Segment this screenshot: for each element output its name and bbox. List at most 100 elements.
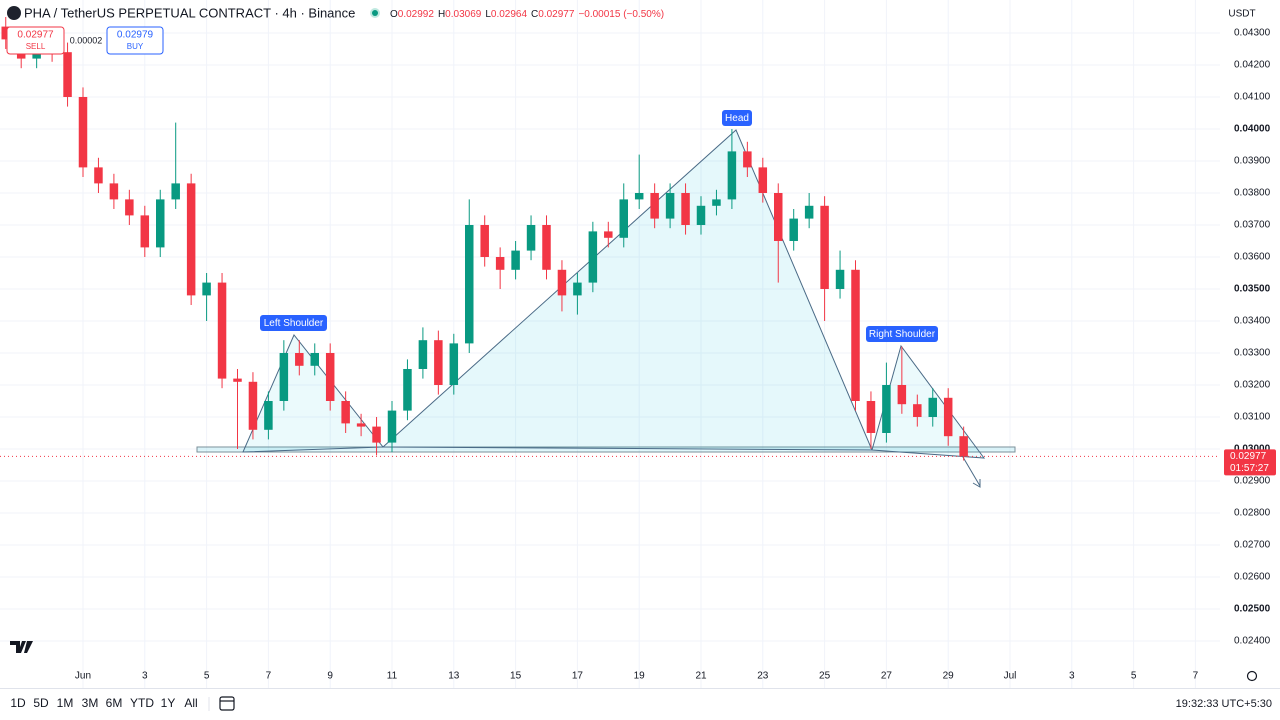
y-tick-label: 0.03500 — [1234, 284, 1271, 295]
status-dot — [372, 10, 378, 16]
candle-body — [78, 96, 88, 168]
candle-body — [897, 384, 907, 405]
ohlc-key: O — [390, 9, 398, 20]
x-tick-label: 29 — [943, 671, 955, 682]
buy-box[interactable] — [106, 26, 164, 55]
range-button[interactable]: 1D — [10, 696, 26, 710]
candle-body — [264, 400, 273, 430]
y-tick-label: 0.03100 — [1234, 412, 1271, 423]
y-tick-label: 0.03600 — [1234, 252, 1271, 263]
candle-body — [835, 269, 845, 289]
calendar-icon[interactable] — [219, 696, 235, 711]
x-tick-label: Jun — [75, 671, 91, 682]
candle-body — [449, 343, 459, 385]
ohlc-value: 0.02964 — [491, 9, 528, 20]
candle-body — [140, 215, 150, 248]
candle-body — [820, 205, 829, 289]
candle-body — [913, 404, 922, 417]
countdown: 01:57:27 — [1230, 463, 1269, 474]
candle-body — [634, 192, 644, 200]
price-axis — [1220, 0, 1280, 688]
y-tick-label: 0.03000 — [1234, 444, 1271, 455]
buy-label[interactable]: BUY — [127, 42, 144, 51]
x-tick-label: 13 — [448, 671, 460, 682]
ohlc-value: 0.03069 — [445, 9, 482, 20]
x-tick-label: 27 — [881, 671, 893, 682]
candle-body — [557, 269, 567, 296]
candle-body — [511, 250, 520, 270]
settings-icon[interactable] — [1246, 670, 1258, 682]
annotation-label: Right Shoulder — [869, 329, 936, 340]
currency[interactable]: USDT — [1228, 9, 1255, 20]
symbol-icon — [7, 6, 21, 20]
candle-body — [465, 224, 474, 344]
y-tick-label: 0.04300 — [1234, 28, 1271, 39]
candle-body — [959, 436, 968, 457]
last-price-label: 0.02977 — [1230, 451, 1267, 462]
candle-body — [248, 381, 258, 430]
candle-body — [542, 224, 551, 270]
sell-button[interactable]: 0.02977 SELL — [6, 26, 65, 55]
y-tick-label: 0.02500 — [1234, 604, 1271, 615]
x-tick-label: 7 — [1193, 671, 1199, 682]
sell-label[interactable]: SELL — [26, 42, 46, 51]
buy-price[interactable]: 0.02979 — [117, 30, 154, 41]
ohlc-key: C — [531, 9, 538, 20]
x-tick-label: 15 — [510, 671, 522, 682]
candle-body — [789, 218, 798, 241]
candle-body — [217, 282, 227, 379]
range-button[interactable]: 3M — [82, 696, 99, 710]
ohlc-key: L — [485, 9, 491, 20]
candle-body — [387, 410, 397, 443]
candle-body — [588, 231, 598, 283]
y-tick-label: 0.04200 — [1234, 60, 1271, 71]
candle-body — [804, 205, 814, 219]
candle-body — [233, 378, 242, 382]
x-tick-label: 9 — [327, 671, 333, 682]
axes: 0.04300 0.04200 0.04100 0.04000 0.03900 0.038… — [75, 28, 1276, 682]
symbol-title[interactable]: PHA / TetherUS PERPETUAL CONTRACT · 4h ·… — [24, 5, 355, 20]
annotation-box — [722, 110, 752, 126]
y-tick-label: 0.02400 — [1234, 636, 1271, 647]
x-tick-label: 7 — [266, 671, 272, 682]
range-button[interactable]: 1M — [57, 696, 74, 710]
candle-body — [650, 192, 659, 219]
annotation-head: Head — [722, 110, 752, 126]
candle-body — [727, 151, 737, 200]
candle-body — [604, 231, 613, 238]
y-tick-label: 0.03800 — [1234, 188, 1271, 199]
x-tick-label: 19 — [634, 671, 646, 682]
logo — [10, 641, 33, 653]
logo-mark — [10, 641, 33, 653]
range-button[interactable]: 6M — [106, 696, 123, 710]
y-tick-label: 0.03300 — [1234, 348, 1271, 359]
y-tick-label: 0.02800 — [1234, 508, 1271, 519]
candle-body — [665, 192, 675, 219]
sell-price[interactable]: 0.02977 — [17, 30, 54, 41]
buy-button[interactable]: 0.02979 BUY — [106, 26, 164, 55]
sell-box[interactable] — [6, 26, 65, 55]
candle-body — [573, 282, 582, 296]
range-button[interactable]: YTD — [130, 696, 154, 710]
range-button[interactable]: All — [184, 696, 197, 710]
toolbar: 1D 5D 1M 3M 6M YTD 1Y All — [10, 696, 197, 710]
y-tick-label: 0.04000 — [1234, 124, 1271, 135]
ohlc-value: 0.02992 — [398, 9, 435, 20]
x-tick-label: 3 — [1069, 671, 1075, 682]
candle-body — [63, 52, 72, 97]
candle-body — [774, 192, 783, 241]
candle-body — [712, 199, 721, 206]
candle-body — [94, 167, 103, 184]
neckline — [196, 446, 1016, 453]
annotation-left: Left Shoulder — [260, 315, 327, 331]
range-button[interactable]: 5D — [33, 696, 49, 710]
annotation-label: Left Shoulder — [264, 318, 324, 329]
ohlc-change: −0.00015 (−0.50%) — [578, 9, 664, 20]
candle-body — [480, 224, 489, 257]
range-button[interactable]: 1Y — [161, 696, 176, 710]
x-tick-label: 5 — [1131, 671, 1137, 682]
annotation-right: Right Shoulder — [866, 326, 938, 342]
